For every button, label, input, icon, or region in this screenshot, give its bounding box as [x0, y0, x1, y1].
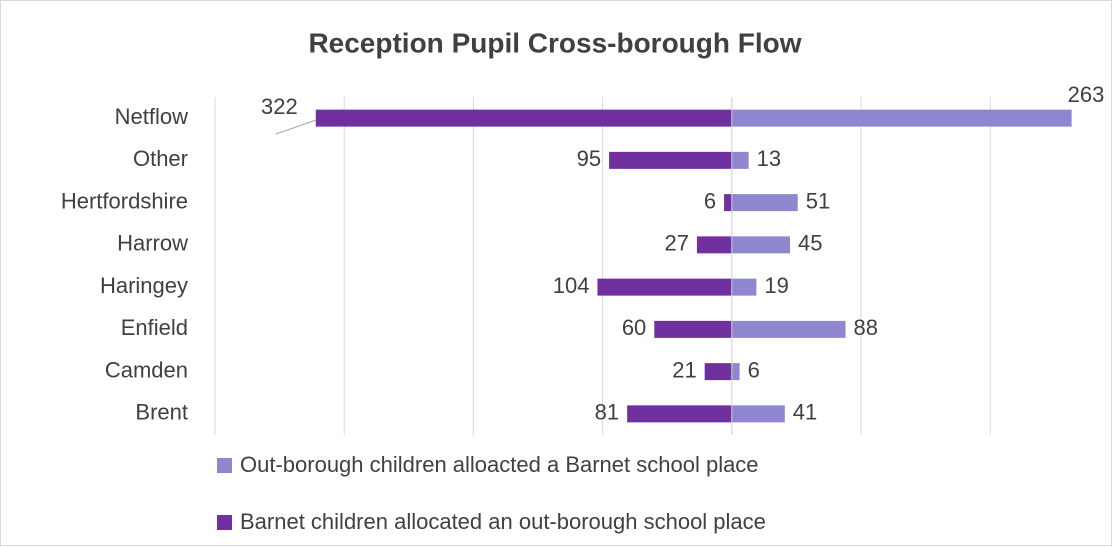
- bar: [654, 320, 732, 338]
- bar: [704, 363, 732, 381]
- data-label: 81: [595, 400, 619, 425]
- legend-label: Barnet children allocated an out-borough…: [240, 509, 766, 534]
- data-label: 322: [261, 94, 298, 119]
- data-label: 60: [622, 315, 646, 340]
- bar: [609, 151, 732, 169]
- data-label: 95: [577, 146, 601, 171]
- y-tick-label: Brent: [135, 400, 188, 425]
- bar: [731, 363, 740, 381]
- bar: [731, 405, 785, 423]
- bar: [731, 194, 798, 212]
- data-label: 27: [664, 231, 688, 256]
- y-tick-label: Netflow: [115, 104, 188, 129]
- data-label: 88: [854, 315, 878, 340]
- data-label: 13: [757, 146, 781, 171]
- data-label: 6: [704, 188, 716, 213]
- bar: [597, 278, 732, 296]
- data-label: 41: [793, 400, 817, 425]
- y-tick-label: Harrow: [117, 231, 188, 256]
- y-tick-label: Hertfordshire: [61, 188, 188, 213]
- legend-label: Out-borough children alloacted a Barnet …: [240, 452, 759, 477]
- y-tick-label: Camden: [105, 357, 188, 382]
- chart-title: Reception Pupil Cross-borough Flow: [308, 27, 801, 58]
- bar: [731, 236, 790, 254]
- y-tick-label: Enfield: [121, 315, 188, 340]
- data-label: 45: [798, 231, 822, 256]
- data-label: 6: [748, 357, 760, 382]
- bar: [731, 109, 1072, 127]
- data-label: 51: [806, 188, 830, 213]
- legend-swatch: [217, 515, 232, 530]
- data-label: 104: [553, 273, 590, 298]
- legend-swatch: [217, 458, 232, 473]
- data-label: 21: [672, 357, 696, 382]
- data-label: 19: [764, 273, 788, 298]
- bar: [696, 236, 732, 254]
- bar: [731, 320, 846, 338]
- data-label: 263: [1068, 82, 1105, 107]
- bar: [724, 194, 732, 212]
- y-tick-label: Haringey: [100, 273, 188, 298]
- bar: [627, 405, 732, 423]
- leader-line: [275, 119, 316, 135]
- bar: [731, 151, 749, 169]
- y-tick-label: Other: [133, 146, 188, 171]
- bar: [315, 109, 732, 127]
- bar: [731, 278, 757, 296]
